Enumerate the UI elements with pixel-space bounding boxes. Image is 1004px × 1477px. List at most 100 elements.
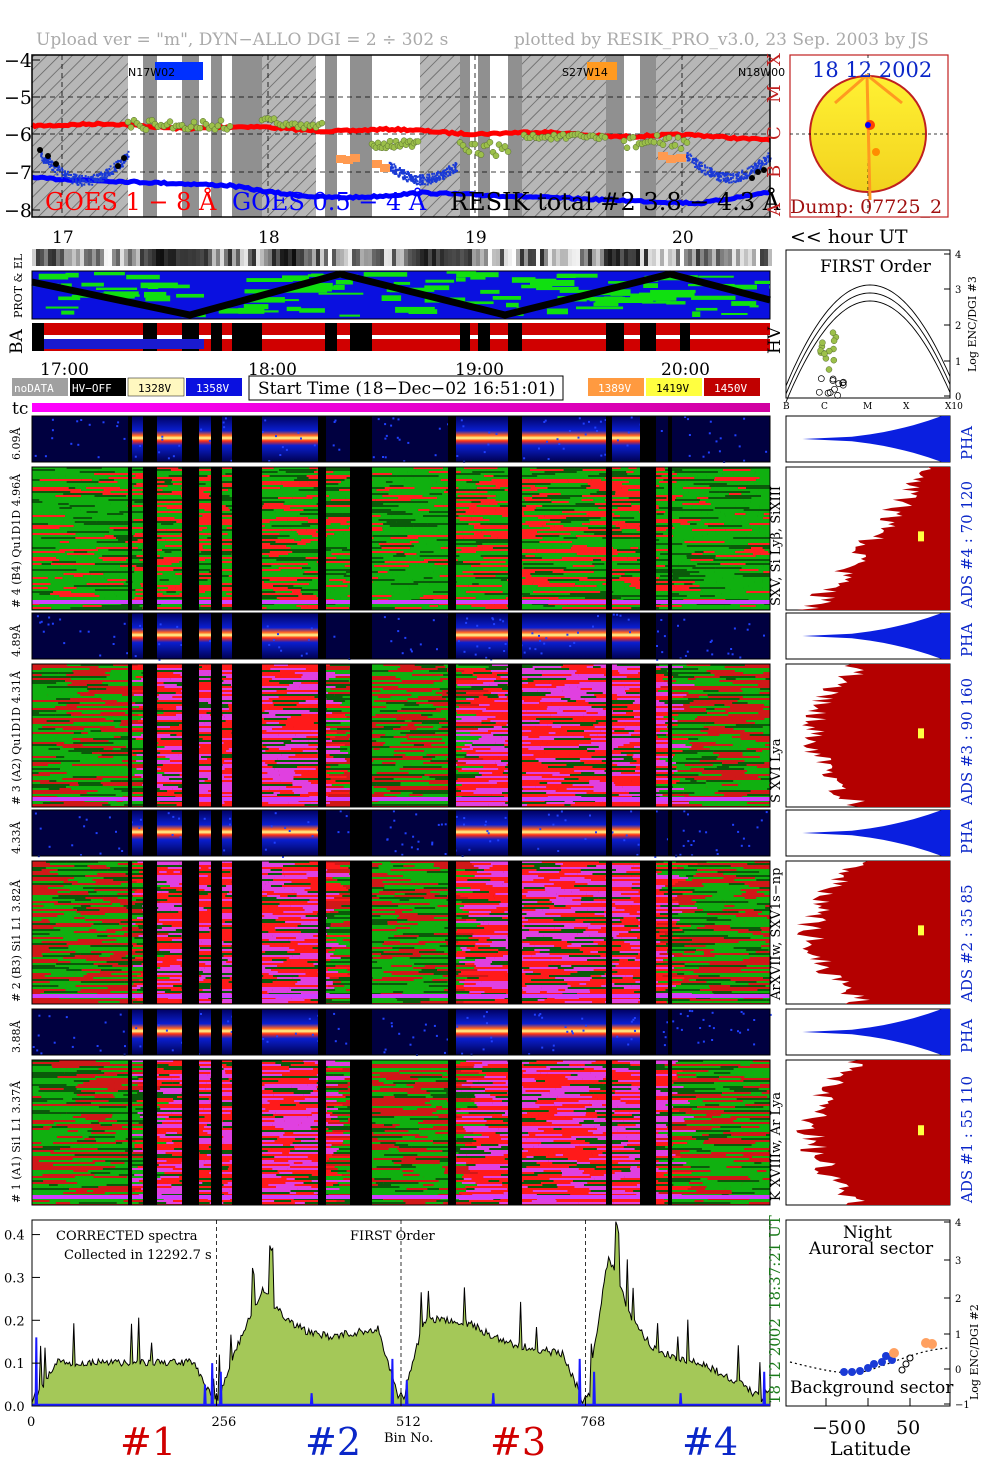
spectra-left-label: # 2 (B3) Si1 L1 3.82Å (9, 879, 23, 1002)
spectra-right-label: PHA (958, 623, 976, 657)
spectrum-ytick: 0.0 (4, 1400, 25, 1415)
latitude-ytick: 2 (955, 1294, 961, 1305)
legend-1419: 1419V (656, 382, 689, 395)
spectra-row: # 2 (B3) Si1 L1 3.82Å ArXVIIw, SXV1s−np AD… (9, 860, 976, 1005)
legend-1328: 1328V (138, 382, 171, 395)
ba-hv-panel: BA HV (7, 323, 785, 354)
start-time: Start Time (18−Dec−02 16:51:01) (258, 379, 555, 399)
auroral-label: Auroral sector (808, 1239, 934, 1259)
first-order-xtick: C (821, 402, 828, 412)
hour-tick-19: 19 (465, 228, 487, 248)
latitude-ytick: 4 (955, 1218, 961, 1229)
latitude-panel: Night Auroral sector Background sector L… (785, 1218, 981, 1460)
spectrum-ytick: 0.2 (4, 1314, 25, 1329)
latitude-ytick: 3 (955, 1256, 961, 1267)
latitude-ytick: 1 (955, 1330, 961, 1341)
region-label-3: N18W00 (738, 66, 785, 79)
first-order-ytick: 3 (955, 285, 961, 296)
spectra-row: 3.88Å PHA (9, 1008, 976, 1056)
spectra-right-label: PHA (958, 426, 976, 460)
time-tick-1800: 18:00 (248, 360, 297, 380)
legend-hvoff: HV−OFF (72, 382, 112, 395)
ba-label: BA (7, 329, 27, 354)
goes-ytick: −4 (4, 50, 32, 72)
goes-ytick: −8 (4, 200, 32, 222)
class-label: C (764, 126, 785, 140)
hour-tick-17: 17 (52, 228, 74, 248)
spectra-left-label: 6.09Å (9, 427, 23, 460)
latitude-xtick: 0 (854, 1417, 866, 1439)
background-label: Background sector (790, 1378, 954, 1398)
hour-tick-20: 20 (672, 228, 694, 248)
latitude-ytick: −1 (955, 1400, 970, 1411)
grey-strip (32, 249, 772, 266)
spectra-left-label: 4.33Å (9, 821, 23, 854)
spectrum-xtick: 0 (27, 1415, 35, 1430)
corrected-label: CORRECTED spectra (56, 1229, 198, 1244)
first-order-xtick: X (903, 402, 910, 412)
spectra-line-label: S XVI Lya (769, 738, 784, 803)
spectra-right-label: PHA (958, 1019, 976, 1053)
spectra-line-label: K XVIIIw, Ar Lya (769, 1092, 784, 1201)
first-order-ytick: 0 (955, 392, 961, 403)
time-tick-2000: 20:00 (661, 360, 710, 380)
plotted-header: plotted by RESIK_PRO_v3.0, 23 Sep. 2003 … (514, 30, 929, 50)
night-label: Night (843, 1223, 892, 1243)
goes-panel: −4 −5 −6 −7 −8 N17W02 S27W14 N18W00 GOES 1 −… (4, 50, 785, 222)
latitude-xtick: 50 (896, 1417, 920, 1439)
prot-el-label: PROT & EL (12, 253, 25, 318)
channel-2: #2 (305, 1420, 361, 1464)
first-order-ytick: 2 (955, 321, 961, 332)
region-label-1: N17W02 (128, 66, 175, 79)
spectrum-xtick: 256 (212, 1415, 237, 1430)
spectrum-xtick: 768 (581, 1415, 606, 1430)
legend-nodata: noDATA (14, 382, 54, 395)
latitude-ylabel: Log ENC/DGI #2 (968, 1304, 981, 1400)
time-tick-1900: 19:00 (455, 360, 504, 380)
ut-date: 18 12 2002 (766, 1318, 784, 1404)
legend-1450: 1450V (714, 382, 747, 395)
first-order-label: FIRST Order (350, 1229, 436, 1244)
spectra-right-label: PHA (958, 820, 976, 854)
goes-ytick: −7 (4, 162, 32, 184)
hour-axis: 17 18 19 20 << hour UT (52, 226, 908, 248)
spectra-left-label: # 1 (A1) Si1 L1 3.37Å (9, 1080, 23, 1203)
collected-label: Collected in 12292.7 s (64, 1248, 212, 1263)
channel-3: #3 (490, 1420, 546, 1464)
goes-054-curve (31, 174, 771, 207)
spectra-line-label: ArXVIIw, SXV1s−np (769, 868, 784, 1001)
sun-date: 18 12 2002 (812, 58, 932, 82)
spectrum-ytick: 0.4 (4, 1229, 25, 1244)
goes-054-label: GOES 0.5 − 4 Å (232, 187, 427, 216)
first-order-ytick: 4 (955, 250, 961, 261)
latitude-xtick: −50 (812, 1417, 852, 1439)
prot-el-panel: PROT & EL (12, 253, 771, 320)
first-order-title: FIRST Order (820, 257, 932, 277)
tc-label: tc (12, 399, 28, 419)
goes-18-label: GOES 1 − 8 Å (45, 187, 217, 216)
spectra-rows: 6.09Å PHA # 4 (B4) Qu1D1D 4.96Å SXV, Si Lyβ… (9, 415, 976, 1206)
class-label: X (764, 53, 785, 66)
first-order-ylabel: Log ENC/DGI #3 (966, 276, 979, 372)
hour-ut-label: << hour UT (790, 226, 908, 248)
spectra-right-label: ADS #1 : 55 110 (958, 1076, 976, 1204)
hv-label: HV (765, 326, 785, 354)
spectra-line-label: SXV, Si Lyβ, SiXIII (769, 486, 784, 606)
resik-total-label: RESIK total #2 3.8 − 4.3 Å (450, 187, 781, 216)
spectra-right-label: ADS #2 : 35 85 (958, 884, 976, 1003)
class-label: M (764, 85, 785, 103)
spectra-row: 6.09Å PHA (9, 415, 976, 463)
spectrum-ytick: 0.3 (4, 1271, 25, 1286)
region-label-2: S27W14 (562, 66, 608, 79)
latitude-xlabel: Latitude (830, 1438, 911, 1460)
channel-4: #4 (682, 1420, 738, 1464)
upload-header: Upload ver = "m", DYN−ALLO DGI = 2 ÷ 302… (36, 30, 448, 50)
first-order-ytick: 1 (955, 357, 961, 368)
first-order-xtick: M (863, 402, 872, 412)
channel-1: #1 (120, 1420, 176, 1464)
goes-ytick: −6 (4, 124, 32, 146)
goes-ytick: −5 (4, 87, 32, 109)
spectra-row: 4.89Å PHA (9, 612, 976, 661)
